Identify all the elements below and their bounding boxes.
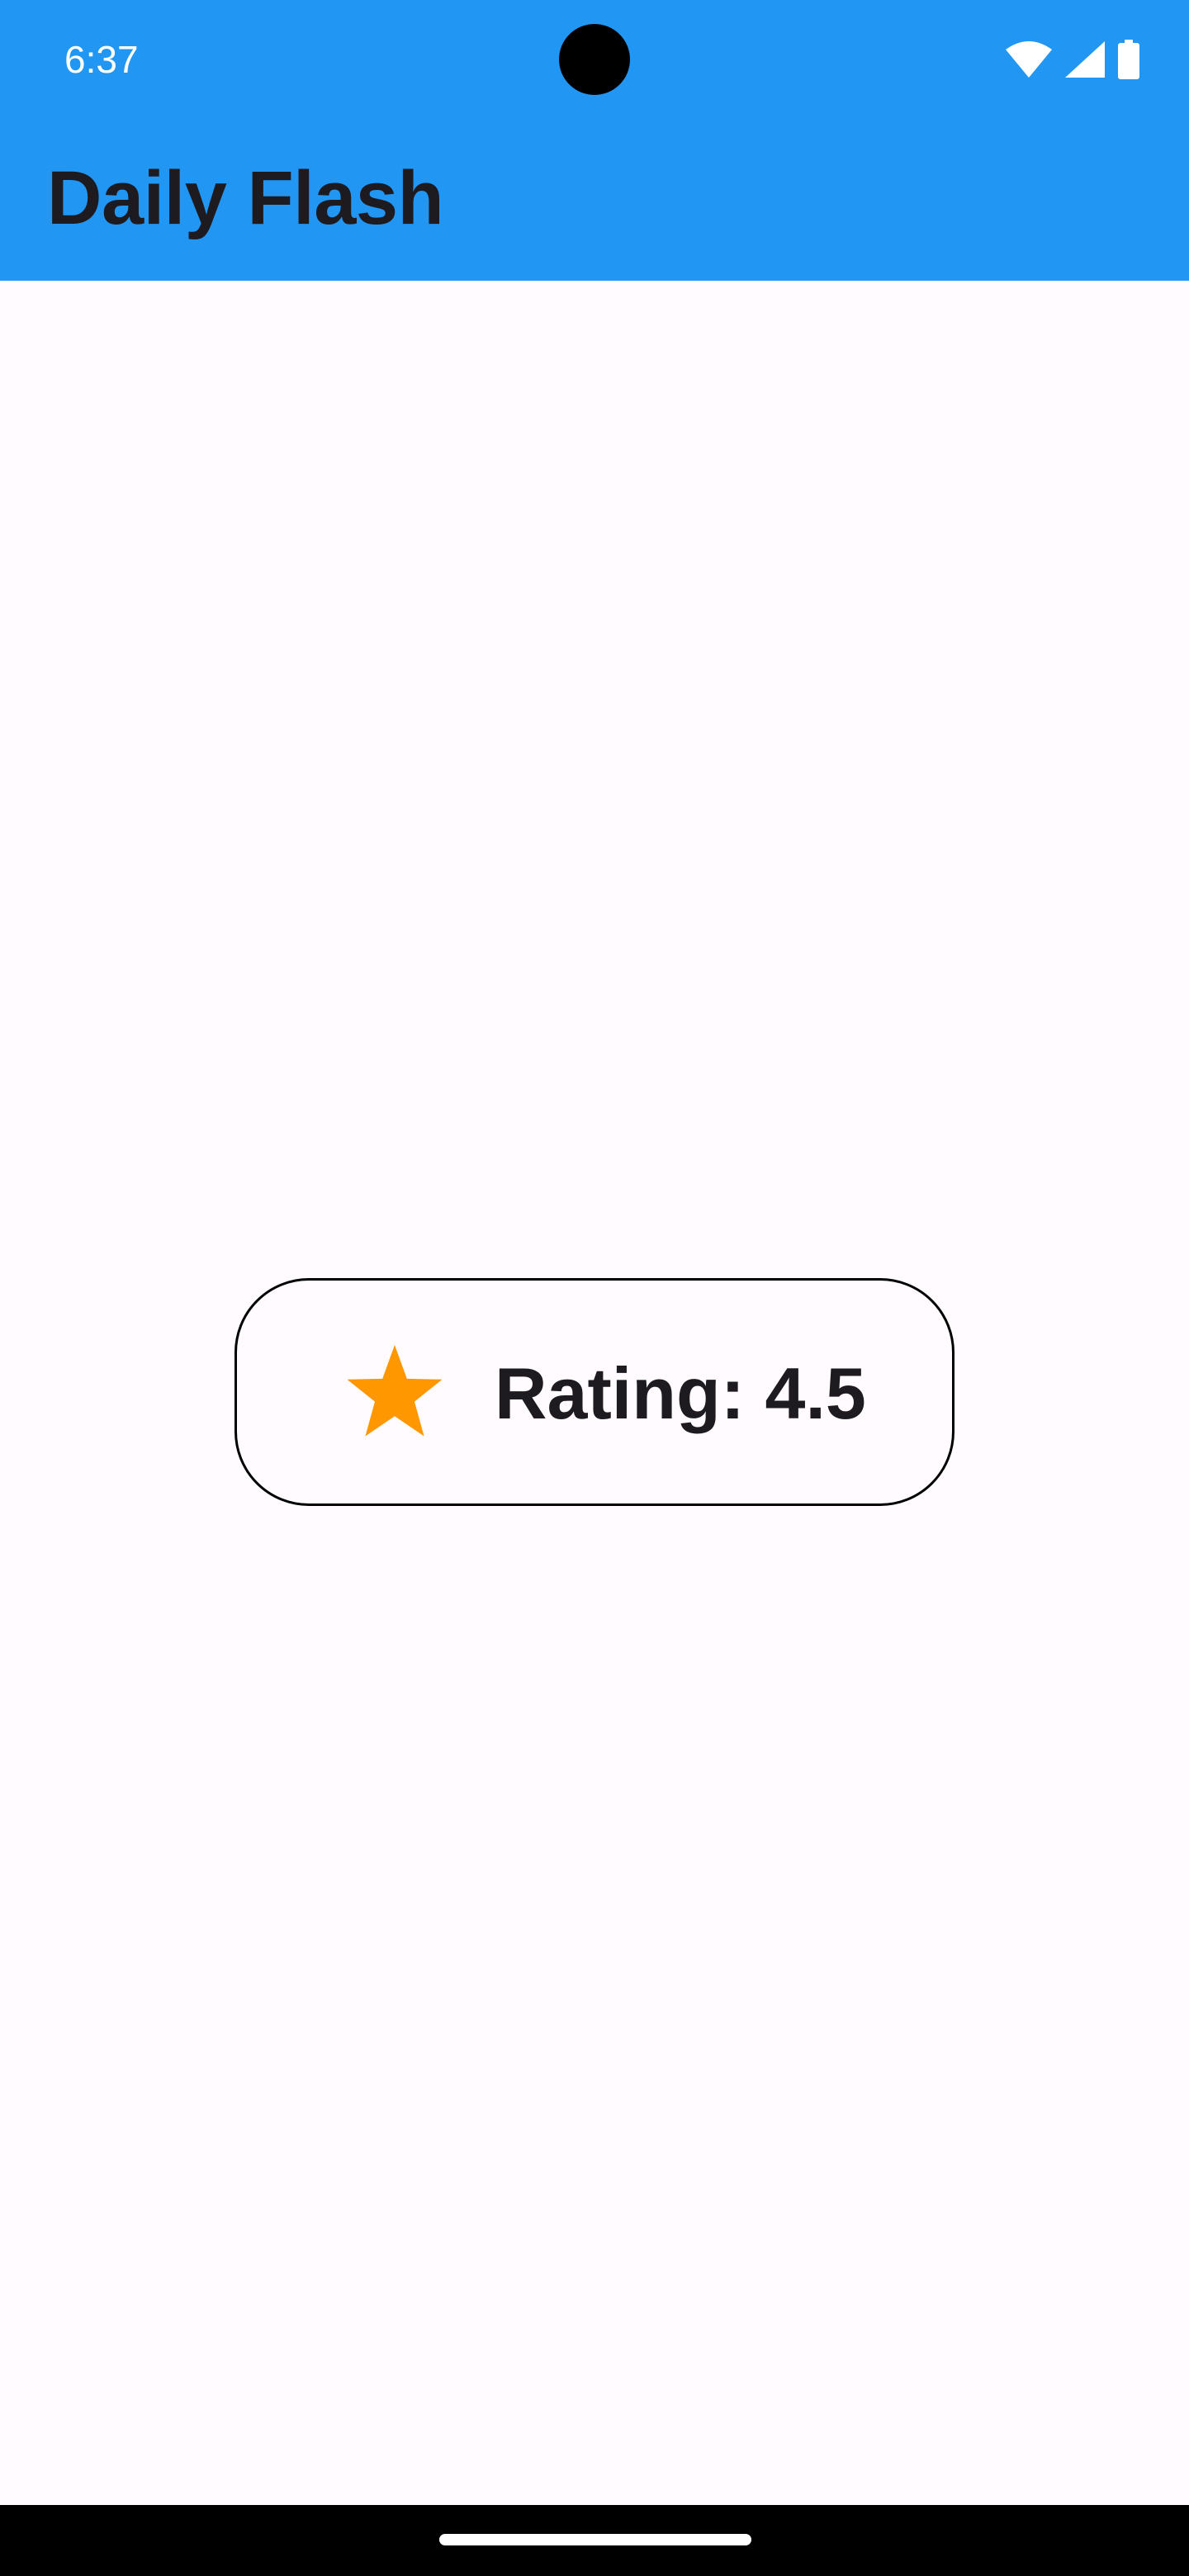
home-handle[interactable] bbox=[439, 2534, 751, 2545]
rating-label: Rating: 4.5 bbox=[495, 1352, 866, 1434]
wifi-icon bbox=[1006, 41, 1052, 78]
navigation-bar bbox=[0, 2505, 1189, 2576]
camera-cutout bbox=[559, 24, 630, 95]
status-time: 6:37 bbox=[64, 38, 139, 81]
star-icon bbox=[347, 1345, 443, 1437]
main-content: Rating: 4.5 bbox=[0, 281, 1189, 2505]
app-header: 6:37 Daily Flash bbox=[0, 0, 1189, 281]
battery-icon bbox=[1118, 40, 1139, 79]
app-title: Daily Flash bbox=[47, 156, 444, 240]
status-bar: 6:37 bbox=[0, 0, 1189, 119]
rating-chip[interactable]: Rating: 4.5 bbox=[234, 1278, 955, 1506]
signal-icon bbox=[1065, 41, 1105, 78]
status-icons bbox=[1006, 36, 1139, 83]
